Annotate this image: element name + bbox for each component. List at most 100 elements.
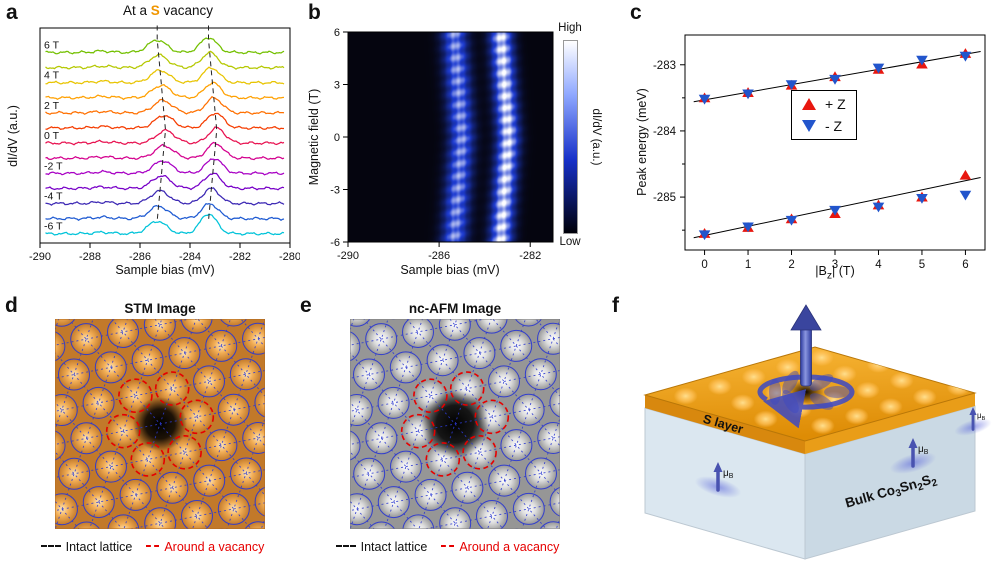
lattice-atom <box>550 487 560 517</box>
spin-density-lobe <box>824 386 850 398</box>
intact-lattice-circle <box>524 358 557 391</box>
peak-energy-plot: 0 1 2 3 4 5 6 -283 -284 -285 <box>653 34 986 271</box>
intact-lattice-circle <box>365 422 398 455</box>
intact-lattice-circle <box>55 319 76 327</box>
s-atom-spot <box>810 417 835 435</box>
intact-lattice-circle <box>58 457 91 490</box>
intact-lattice-circle <box>389 351 422 384</box>
intact-lattice-circle <box>55 394 78 427</box>
intact-lattice-circle <box>70 323 103 356</box>
lattice-atom <box>254 388 265 418</box>
intact-lattice-circle <box>82 386 115 419</box>
spectrum-curve-2T <box>45 95 285 116</box>
intact-lattice-circle <box>55 493 78 526</box>
spectrum-curve-4T <box>45 66 285 85</box>
s-atom-spot <box>866 355 891 373</box>
panel-b: b -290 -286 -282 6 3 0 -3 -6 Sample bias (mV) M… <box>300 0 625 290</box>
lattice-atom <box>525 358 557 390</box>
lattice-atom <box>193 365 225 397</box>
lattice-atom <box>242 323 265 355</box>
lattice-atom <box>218 493 250 525</box>
s-atom-spot <box>946 378 971 396</box>
intact-lattice-circle <box>144 507 177 529</box>
spectrum-curve--5T <box>45 202 285 221</box>
intact-lattice-circle <box>55 331 66 362</box>
intact-lattice-circle <box>73 521 101 529</box>
panel-e-caption: Intact lattice Around a vacancy <box>300 540 595 554</box>
intact-lattice-circle <box>463 337 496 370</box>
lattice-atom <box>350 319 370 327</box>
data-point <box>872 202 885 213</box>
lattice-atom <box>537 323 560 355</box>
legend-plus-z-label: + Z <box>825 96 846 112</box>
x-tick-label: 0 <box>701 259 707 271</box>
lattice-atom <box>353 359 385 391</box>
lattice-atom <box>205 429 237 461</box>
panel-d-label: d <box>5 294 18 317</box>
around-vacancy-circle <box>462 435 497 470</box>
data-point <box>872 63 885 74</box>
lattice-atom <box>55 394 78 426</box>
around-vacancy-circle <box>154 371 190 406</box>
colorbar-high-label: High <box>558 22 582 34</box>
panel-c-label: c <box>630 1 642 24</box>
y-tick-label: 6 <box>334 27 340 39</box>
s-atom-spot <box>753 410 778 428</box>
field-label: 4 T <box>44 70 60 82</box>
s-atom-spot <box>981 369 1000 386</box>
x-tick-label: 3 <box>832 259 838 271</box>
intact-lattice-guide-line <box>350 469 560 512</box>
series--z-upper <box>698 51 972 105</box>
intact-lattice-circle <box>402 514 435 529</box>
lattice-atom <box>58 458 90 490</box>
x-tick-label: -286 <box>428 250 450 262</box>
s-atom-spot <box>844 407 869 425</box>
panel-a-ylabel: dI/dV (a.u.) <box>6 105 20 167</box>
x-tick-label: 4 <box>875 259 882 271</box>
x-tick-label: -290 <box>337 250 359 262</box>
spectrum-curve-6T <box>45 37 285 55</box>
moment-arrow-head <box>969 407 977 415</box>
bulk-right-face <box>804 405 976 560</box>
intact-lattice-circle <box>143 319 176 341</box>
panel-f-label: f <box>612 294 619 317</box>
spectrum-curve--1T <box>45 141 285 161</box>
spectrum-curve-1T <box>45 112 284 130</box>
panel-b-label: b <box>308 1 321 24</box>
s-atom-spot <box>730 394 755 412</box>
data-point <box>829 74 841 85</box>
intact-lattice-guide-line <box>128 502 265 529</box>
intact-lattice-circle <box>254 486 265 517</box>
spectrum-curve--4T <box>45 187 285 206</box>
lattice-atom <box>350 430 361 460</box>
panel-c-xlabel-post: | (T) <box>832 264 855 278</box>
data-point <box>698 230 711 241</box>
panel-e-title: nc-AFM Image <box>408 301 502 316</box>
stm-image <box>55 319 265 529</box>
intact-lattice-circle <box>350 430 361 461</box>
y-tick-label: 0 <box>334 132 340 144</box>
spectrum-curve-0T <box>45 126 285 146</box>
intact-lattice-circle <box>500 329 533 362</box>
around-vacancy-circle <box>105 413 141 449</box>
intact-lattice-circle <box>350 394 373 427</box>
vacancy-line-icon <box>441 544 455 547</box>
plot-frame <box>347 31 554 243</box>
panel-f: f S layer Bulk Co3Sn2S2 μB μB μB <box>600 295 1000 577</box>
intact-lattice-circle <box>82 486 115 519</box>
s-atom-spot <box>673 387 698 405</box>
lattice-atom <box>427 344 459 376</box>
data-point <box>829 205 841 216</box>
ncafm-image <box>350 319 560 529</box>
lattice-atom <box>144 507 176 529</box>
data-point <box>959 51 972 62</box>
s-atom-spot <box>923 362 948 380</box>
lattice-atom <box>540 521 560 529</box>
spectrum-curve--3T <box>45 172 285 191</box>
x-tick-label: 2 <box>788 259 794 271</box>
intact-lattice-circle <box>514 319 542 327</box>
intact-lattice-circle <box>350 331 361 362</box>
s-layer-right-edge <box>805 393 975 454</box>
x-tick-label: -286 <box>129 251 151 263</box>
